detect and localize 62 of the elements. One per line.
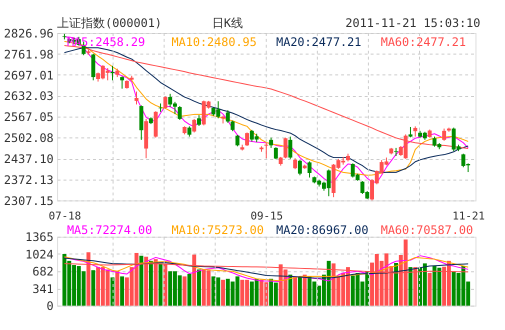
- candlestick: [197, 114, 201, 127]
- y-tick-label: 682: [32, 264, 54, 279]
- candlestick: [192, 118, 196, 133]
- candlestick: [264, 142, 268, 159]
- candlestick: [298, 159, 302, 176]
- candlestick: [288, 136, 292, 160]
- bar: [293, 276, 298, 306]
- x-tick-label: 11-21: [452, 210, 485, 223]
- bar: [182, 276, 187, 306]
- candlestick: [187, 126, 192, 138]
- bar: [221, 280, 225, 306]
- bar: [148, 260, 153, 306]
- y-tick-label: 2502.08: [4, 131, 54, 146]
- bar: [139, 256, 144, 306]
- y-tick-label: 2761.98: [4, 47, 54, 62]
- candlestick: [158, 102, 163, 112]
- candlestick: [293, 158, 298, 170]
- y-tick-label: 2567.05: [4, 110, 54, 124]
- bar: [187, 274, 192, 306]
- y-tick-label: 2437.10: [4, 152, 54, 166]
- bar: [408, 267, 412, 306]
- series-label: MA5:72274.00: [66, 222, 152, 237]
- chart-title: 上证指数(000001): [57, 16, 162, 30]
- candlestick: [274, 146, 278, 160]
- text: 2011-11-21 15:03:10: [345, 16, 480, 30]
- candlestick: [134, 91, 138, 105]
- candlestick: [230, 120, 235, 132]
- y-tick-label: 2697.01: [4, 68, 54, 82]
- y-tick-label: 2307.15: [4, 194, 54, 208]
- x-tick-label: 09-15: [250, 210, 284, 223]
- text: MA10:75273.00: [172, 222, 264, 237]
- candlestick: [245, 132, 250, 146]
- candlestick: [269, 137, 274, 148]
- y-tick-label: 1024: [25, 247, 54, 262]
- bar: [298, 277, 302, 306]
- bar: [197, 269, 201, 306]
- bar: [120, 276, 124, 306]
- candlestick: [408, 126, 412, 138]
- bar: [394, 262, 398, 306]
- y-tick-label: 341: [32, 282, 54, 296]
- text: MA20:86967.00: [276, 222, 368, 237]
- candlestick: [163, 96, 168, 110]
- x-tick-label: 07-18: [48, 210, 82, 223]
- y-tick-label: 2372.13: [4, 172, 54, 187]
- y-tick-label: 1365: [25, 230, 54, 244]
- candlestick: [226, 110, 230, 124]
- candlestick: [235, 134, 240, 147]
- bar: [288, 274, 292, 306]
- candlestick: [442, 128, 446, 142]
- candlestick: [308, 160, 312, 178]
- text: MA20:2477.21: [276, 34, 362, 49]
- candlestick: [120, 76, 124, 90]
- bar: [115, 271, 120, 306]
- y-tick-label: 0: [46, 299, 54, 314]
- text: MA10:2480.95: [172, 34, 257, 49]
- y-tick-label: 2632.03: [4, 89, 54, 104]
- chart-subtitle: 日K线: [212, 16, 244, 30]
- candlestick: [284, 137, 288, 159]
- bar: [158, 264, 163, 306]
- text: MA60:2477.21: [380, 34, 466, 49]
- text: MA60:70587.00: [380, 222, 474, 237]
- y-tick-label: 2826.96: [4, 26, 54, 40]
